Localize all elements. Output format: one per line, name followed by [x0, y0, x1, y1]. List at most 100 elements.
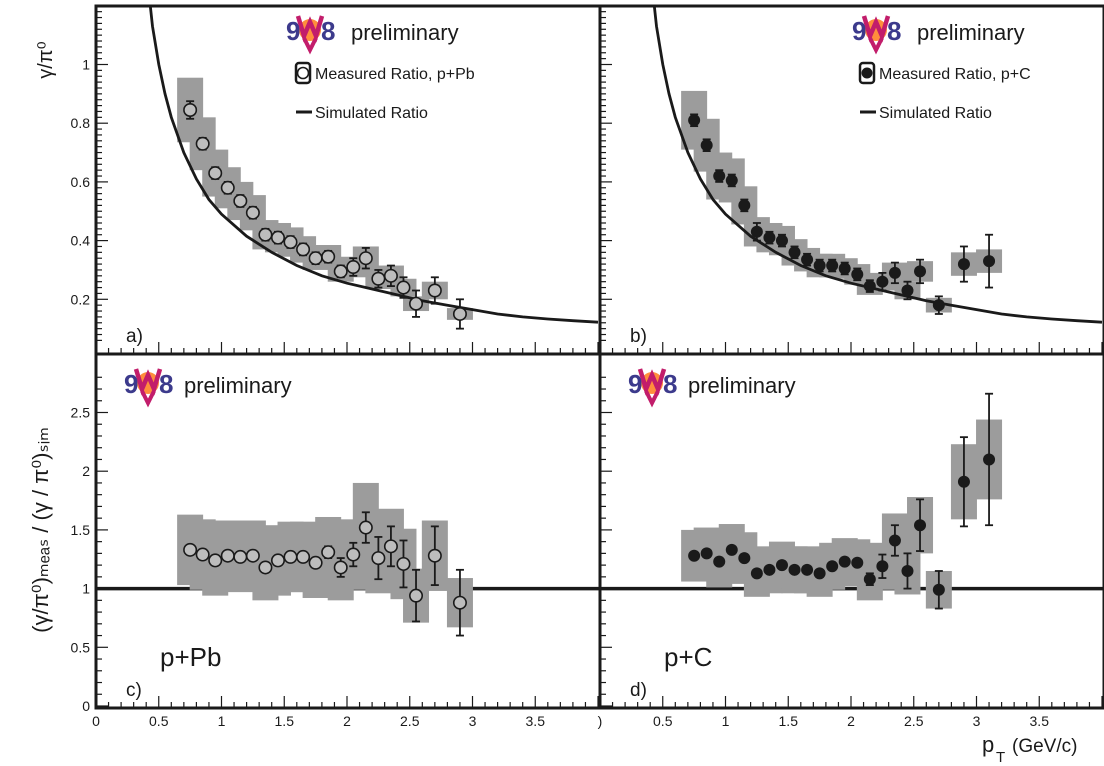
- data-point: [838, 262, 851, 275]
- data-point: [888, 534, 901, 547]
- legend-measured-label: Measured Ratio, p+Pb: [315, 66, 475, 83]
- legend-simulated-label: Simulated Ratio: [879, 105, 992, 122]
- data-point: [788, 246, 801, 259]
- data-point: [358, 251, 373, 266]
- data-point: [826, 560, 839, 573]
- legend-simulated-label: Simulated Ratio: [315, 105, 428, 122]
- data-point: [738, 552, 751, 565]
- data-point: [888, 266, 901, 279]
- logo-8-icon: 8: [321, 16, 335, 46]
- legend: Measured Ratio, p+C Simulated Ratio: [858, 61, 1031, 122]
- data-point: [296, 549, 311, 564]
- data-point: [901, 284, 914, 297]
- data-point: [283, 235, 298, 250]
- x-tick-label: 1: [722, 713, 730, 729]
- y-tick-label: 1: [82, 57, 90, 73]
- x-tick-label: 1.5: [275, 713, 295, 729]
- x-axis-title-unit: (GeV/c): [1012, 736, 1077, 757]
- logo-a-icon: [302, 37, 318, 55]
- data-point: [195, 136, 210, 151]
- data-point: [932, 583, 945, 596]
- data-point: [750, 225, 763, 238]
- panel-d: ) 0.5 1 1.5 2 2.5 3 3.5 d) p+C 9 8 preliminary: [598, 352, 1104, 729]
- logo-w-icon: [637, 368, 667, 396]
- panel-frame: [94, 4, 602, 356]
- x-tick-label: 2.5: [400, 713, 420, 729]
- logo-9-icon: 9: [286, 16, 300, 46]
- data-point: [220, 180, 235, 195]
- x-tick-label: 2: [343, 713, 351, 729]
- legend-box-icon: [858, 61, 876, 85]
- panel-a: 0.2 0.4 0.6 0.8 1 a) 9 8 preliminary Measured Rat…: [71, 4, 602, 356]
- data-point: [409, 588, 424, 603]
- data-point: [957, 475, 970, 488]
- data-point: [245, 548, 260, 563]
- logo-9-icon: 9: [124, 369, 138, 399]
- data-point: [763, 563, 776, 576]
- data-point: [750, 567, 763, 580]
- data-point: [296, 242, 311, 257]
- y-tick-label: 0.6: [71, 174, 91, 190]
- data-point: [183, 542, 198, 557]
- plot-area: [652, 6, 1103, 324]
- data-point: [813, 259, 826, 272]
- legend-box-icon: [294, 61, 312, 85]
- data-point: [863, 280, 876, 293]
- x-tick-label: 0.5: [149, 713, 169, 729]
- logo-9-icon: 9: [628, 369, 642, 399]
- data-point: [775, 234, 788, 247]
- data-point: [183, 102, 198, 117]
- data-point: [725, 543, 738, 556]
- data-point: [409, 296, 424, 311]
- panel-label: a): [126, 326, 143, 347]
- x-tick-label: 0.5: [653, 713, 673, 729]
- logo-a-icon: [140, 390, 156, 408]
- data-point: [851, 268, 864, 281]
- x-tick-label: 3.5: [1030, 713, 1050, 729]
- x-tick-label: 1.5: [779, 713, 799, 729]
- data-point: [813, 567, 826, 580]
- data-point: [801, 253, 814, 266]
- y-tick-label: 1: [82, 581, 90, 597]
- logo-w-icon: [861, 15, 891, 43]
- data-point: [383, 539, 398, 554]
- data-point: [208, 166, 223, 181]
- x-axis-title-main: p: [982, 732, 994, 757]
- simulated-curve: [148, 6, 599, 324]
- y-tick-label: 1.5: [71, 522, 91, 538]
- data-point: [396, 556, 411, 571]
- data-point: [321, 545, 336, 560]
- data-point: [208, 553, 223, 568]
- data-point: [427, 283, 442, 298]
- logo-9-icon: 9: [852, 16, 866, 46]
- data-point: [738, 199, 751, 212]
- data-point: [333, 560, 348, 575]
- data-point: [427, 548, 442, 563]
- legend-measured-label: Measured Ratio, p+C: [879, 66, 1031, 83]
- data-point: [700, 139, 713, 152]
- y-axis-title-top: γ/π⁰: [35, 41, 57, 78]
- plot-area: [600, 392, 1104, 610]
- x-tick-label: 2.5: [904, 713, 924, 729]
- logo-a-icon: [644, 390, 660, 408]
- data-point: [914, 265, 927, 278]
- data-point: [983, 453, 996, 466]
- data-point: [725, 174, 738, 187]
- data-point: [233, 193, 248, 208]
- plot-area: [96, 482, 600, 637]
- y-tick-label: 0.2: [71, 291, 91, 307]
- data-point: [308, 555, 323, 570]
- data-point: [876, 560, 889, 573]
- y-tick-label: 0.5: [71, 639, 91, 655]
- data-point: [371, 551, 386, 566]
- data-point: [788, 563, 801, 576]
- preliminary-label: preliminary: [351, 20, 459, 45]
- data-point: [283, 549, 298, 564]
- data-point: [321, 249, 336, 264]
- x-tick-label: 3: [469, 713, 477, 729]
- data-point: [452, 306, 467, 321]
- legend-open-marker-icon: [296, 66, 310, 80]
- data-point: [851, 556, 864, 569]
